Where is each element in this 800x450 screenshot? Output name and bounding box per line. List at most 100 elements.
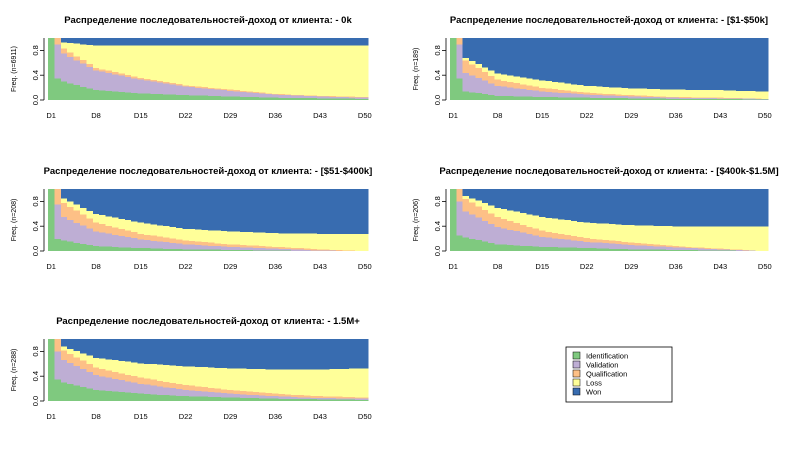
bar-qualification-d21 <box>176 383 183 390</box>
bar-qualification-d8 <box>92 222 100 232</box>
panels-layer: Распределение последовательностей-доход … <box>11 15 779 421</box>
bar-loss-d49 <box>355 45 362 97</box>
bar-qualification-d37 <box>278 393 286 397</box>
bar-loss-d33 <box>252 232 260 246</box>
bar-loss-d11 <box>513 76 521 84</box>
bar-validation-d19 <box>564 93 572 98</box>
x-tick-label: D43 <box>713 262 727 271</box>
bar-identification-d3 <box>462 237 470 252</box>
bar-qualification-d36 <box>272 246 279 249</box>
bar-loss-d4 <box>67 348 74 354</box>
bar-loss-d32 <box>246 231 254 246</box>
bar-qualification-d28 <box>220 243 228 247</box>
bar-loss-d7 <box>86 44 94 65</box>
bar-loss-d6 <box>481 202 489 210</box>
bar-validation-d4 <box>67 56 74 84</box>
bar-qualification-d24 <box>596 93 603 96</box>
bar-validation-d8 <box>92 231 100 247</box>
x-tick-label: D1 <box>46 412 56 421</box>
bar-won-d11 <box>112 189 119 218</box>
bar-qualification-d37 <box>678 96 686 98</box>
legend-swatch-identification <box>572 351 581 360</box>
bar-loss-d15 <box>137 45 145 78</box>
bar-identification-d31 <box>640 98 648 101</box>
bar-identification-d27 <box>615 248 623 252</box>
bar-won-d5 <box>73 38 81 44</box>
bar-identification-d49 <box>755 99 762 101</box>
bar-won-d35 <box>265 38 273 46</box>
bar-won-d3 <box>462 189 470 196</box>
bar-qualification-d6 <box>80 360 87 370</box>
bar-loss-d29 <box>628 88 635 96</box>
bar-won-d18 <box>156 339 164 365</box>
bar-identification-d39 <box>291 398 298 402</box>
bar-won-d7 <box>488 38 495 71</box>
bar-identification-d17 <box>551 247 559 252</box>
bar-won-d44 <box>323 38 330 46</box>
bar-won-d34 <box>659 38 667 90</box>
bar-validation-d14 <box>131 78 138 93</box>
bar-qualification-d46 <box>336 249 343 251</box>
bar-loss-d5 <box>475 64 483 69</box>
bar-won-d7 <box>86 339 94 356</box>
bar-qualification-d19 <box>564 90 572 94</box>
bar-validation-d33 <box>653 246 661 250</box>
bar-identification-d14 <box>532 246 540 252</box>
bar-loss-d40 <box>698 226 705 248</box>
x-tick-label: D36 <box>669 111 683 120</box>
bar-identification-d43 <box>717 98 724 101</box>
bar-qualification-d9 <box>500 80 508 87</box>
bar-validation-d48 <box>348 97 356 99</box>
bar-identification-d6 <box>80 386 87 402</box>
bar-qualification-d45 <box>329 396 337 399</box>
bar-loss-d37 <box>678 226 686 247</box>
bar-won-d18 <box>558 189 565 220</box>
bar-identification-d23 <box>589 97 597 101</box>
bar-qualification-d3 <box>462 60 470 73</box>
bar-identification-d19 <box>564 247 572 252</box>
bar-identification-d7 <box>488 242 495 252</box>
bar-qualification-d23 <box>188 385 196 391</box>
bar-qualification-d3 <box>462 198 470 212</box>
bar-qualification-d42 <box>710 97 718 99</box>
bar-loss-d17 <box>551 218 559 233</box>
bar-identification-d34 <box>659 98 667 101</box>
bar-loss-d50 <box>361 45 369 98</box>
bar-won-d46 <box>336 189 343 234</box>
bar-won-d12 <box>118 38 126 46</box>
bar-won-d11 <box>112 339 119 361</box>
bar-qualification-d24 <box>195 386 202 392</box>
bar-won-d41 <box>304 339 311 370</box>
bar-validation-d30 <box>233 91 241 97</box>
bar-loss-d19 <box>564 220 572 235</box>
bar-validation-d25 <box>201 88 209 96</box>
bar-qualification-d41 <box>304 248 311 250</box>
bar-loss-d40 <box>297 45 305 96</box>
bar-validation-d48 <box>748 98 756 100</box>
bar-qualification-d25 <box>201 86 209 89</box>
bar-loss-d42 <box>310 233 318 249</box>
bar-loss-d48 <box>748 226 756 251</box>
bar-loss-d47 <box>342 45 350 97</box>
bar-qualification-d17 <box>150 379 158 386</box>
bar-won-d44 <box>323 189 330 234</box>
bar-won-d49 <box>355 189 362 234</box>
bar-loss-d5 <box>475 200 483 207</box>
bar-loss-d13 <box>124 220 132 231</box>
panel-5: Распределение последовательностей-доход … <box>11 316 372 421</box>
bar-validation-d23 <box>188 390 196 397</box>
bar-qualification-d28 <box>220 389 228 394</box>
bar-won-d3 <box>60 38 68 43</box>
bar-identification-d17 <box>551 97 559 101</box>
bar-identification-d16 <box>144 393 151 402</box>
bar-identification-d4 <box>67 241 74 252</box>
bar-validation-d11 <box>513 231 521 246</box>
bar-won-d48 <box>348 189 356 234</box>
bar-identification-d36 <box>272 97 279 101</box>
bar-identification-d38 <box>284 398 292 402</box>
bar-identification-d42 <box>710 98 718 101</box>
bar-loss-d41 <box>304 233 311 249</box>
bar-loss-d14 <box>131 45 138 77</box>
bar-validation-d3 <box>60 53 68 82</box>
bar-validation-d12 <box>118 75 126 92</box>
